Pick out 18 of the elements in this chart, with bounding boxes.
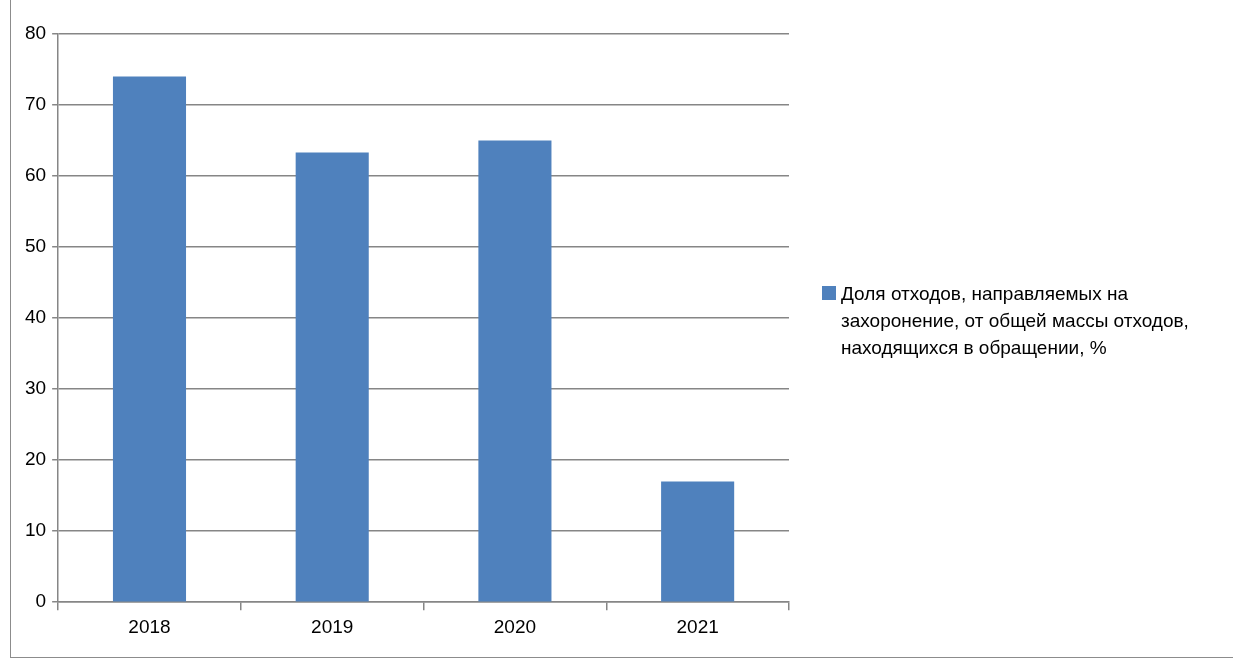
x-tick-label: 2019 <box>311 615 354 637</box>
y-tick-label: 0 <box>35 590 47 612</box>
x-tick-label: 2020 <box>493 615 537 637</box>
y-tick-label: 30 <box>24 377 47 399</box>
bar <box>112 76 187 602</box>
bar <box>661 481 735 602</box>
y-tick-label: 50 <box>24 235 47 257</box>
y-tick-label: 80 <box>24 22 47 44</box>
y-tick-label: 10 <box>24 519 47 541</box>
x-tick-label: 2021 <box>676 615 719 637</box>
y-tick-label: 70 <box>24 93 47 115</box>
x-tick-label: 2018 <box>128 615 171 637</box>
legend-label: Доля отходов, направляемых на захоронение, от общей массы отходов, находящихся в обращении, % <box>841 282 1190 360</box>
y-tick-label: 20 <box>24 448 47 470</box>
y-tick-label: 60 <box>24 164 47 186</box>
bar <box>295 152 369 602</box>
bar <box>478 140 552 602</box>
y-tick-label: 40 <box>24 306 47 328</box>
